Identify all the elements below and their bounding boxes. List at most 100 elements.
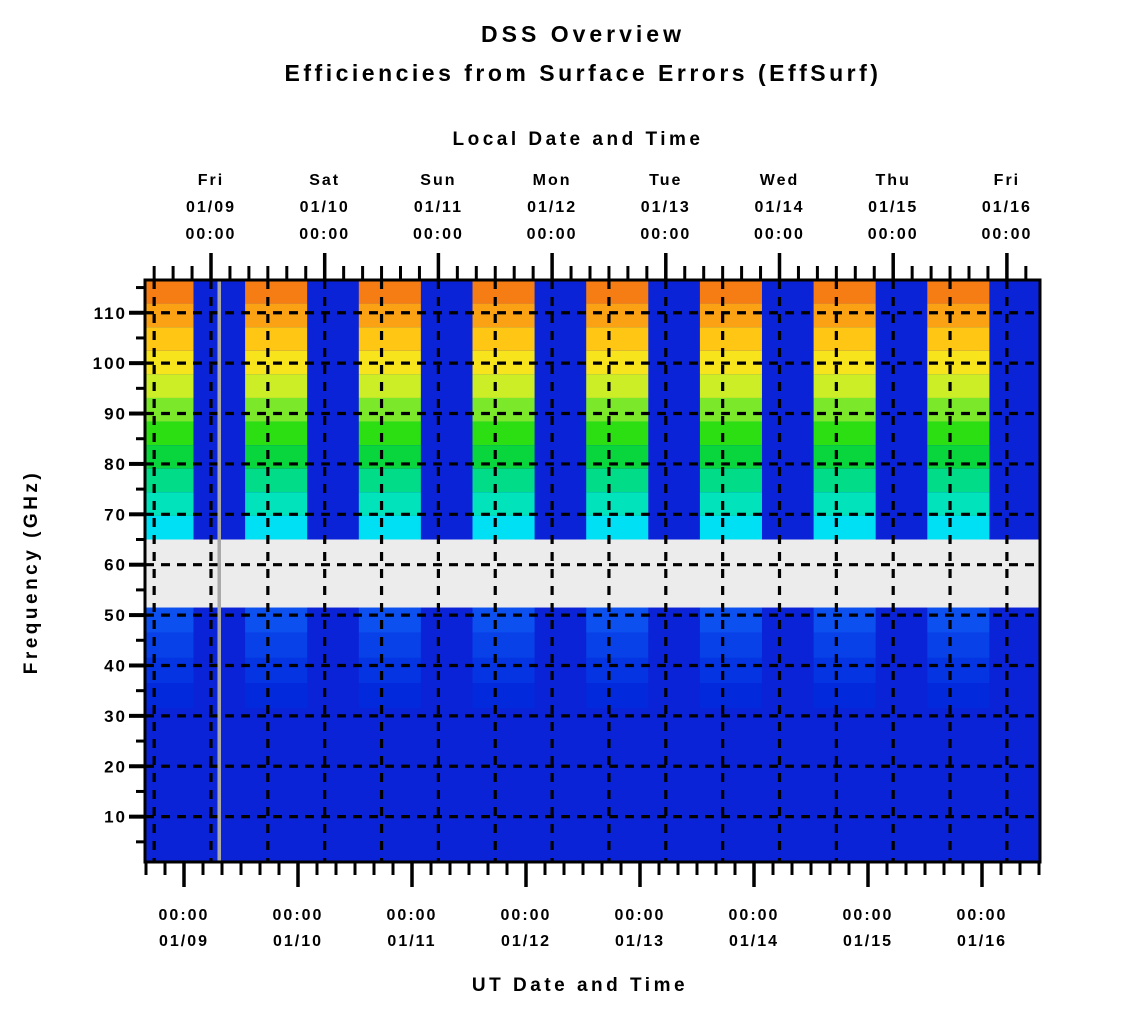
rainbow-band xyxy=(358,280,421,304)
fade-band xyxy=(586,657,649,684)
fade-band xyxy=(813,607,876,633)
rainbow-band xyxy=(245,421,308,446)
rainbow-band xyxy=(586,421,649,446)
rainbow-band xyxy=(586,374,649,398)
rainbow-band xyxy=(927,421,990,446)
top-tick-label-date: 01/11 xyxy=(414,199,463,216)
fade-band xyxy=(145,657,194,684)
rainbow-band xyxy=(245,280,308,304)
top-tick-label-date: 01/16 xyxy=(982,199,1032,216)
rainbow-band xyxy=(358,397,421,422)
bottom-tick-label-date: 01/16 xyxy=(957,933,1007,950)
fade-band xyxy=(245,607,308,633)
top-tick-label-day: Thu xyxy=(876,172,911,189)
rainbow-band xyxy=(813,421,876,446)
fade-band xyxy=(245,632,308,658)
rainbow-band xyxy=(813,327,876,351)
rainbow-band xyxy=(927,327,990,351)
bottom-tick-label-time: 00:00 xyxy=(159,907,210,924)
rainbow-band xyxy=(358,327,421,351)
top-tick-label-time: 00:00 xyxy=(640,226,691,243)
y-tick-label: 100 xyxy=(93,354,127,373)
y-tick-label: 70 xyxy=(104,505,127,524)
fade-band xyxy=(927,683,990,709)
top-tick-label-date: 01/12 xyxy=(527,199,577,216)
rainbow-band xyxy=(472,280,535,304)
now-marker xyxy=(217,281,221,861)
rainbow-band xyxy=(145,397,194,422)
rainbow-band xyxy=(472,468,535,493)
rainbow-band xyxy=(813,397,876,422)
bottom-tick-label-date: 01/10 xyxy=(273,933,323,950)
rainbow-band xyxy=(699,350,762,375)
y-tick-label: 90 xyxy=(104,405,127,424)
y-axis-title: Frequency (GHz) xyxy=(21,470,42,675)
fade-band xyxy=(927,607,990,633)
rainbow-band xyxy=(699,445,762,469)
top-tick-label-time: 00:00 xyxy=(186,226,237,243)
rainbow-band xyxy=(813,445,876,469)
rainbow-band xyxy=(145,468,194,493)
rainbow-band xyxy=(927,515,990,540)
fade-band xyxy=(813,632,876,658)
bottom-tick-label-date: 01/12 xyxy=(501,933,551,950)
chart-subtitle: Efficiencies from Surface Errors (EffSur… xyxy=(285,60,882,86)
top-tick-label-day: Sun xyxy=(420,172,456,189)
rainbow-band xyxy=(927,397,990,422)
rainbow-band xyxy=(586,515,649,540)
bottom-tick-label-time: 00:00 xyxy=(387,907,438,924)
rainbow-band xyxy=(245,327,308,351)
rainbow-band xyxy=(927,303,990,328)
top-tick-label-date: 01/10 xyxy=(300,199,350,216)
bottom-tick-label-date: 01/15 xyxy=(843,933,893,950)
top-tick-label-date: 01/14 xyxy=(754,199,804,216)
rainbow-band xyxy=(699,421,762,446)
rainbow-band xyxy=(245,374,308,398)
y-tick-label: 80 xyxy=(104,455,127,474)
fade-band xyxy=(472,683,535,709)
fade-band xyxy=(699,683,762,709)
top-tick-label-day: Sat xyxy=(309,172,340,189)
top-tick-label-day: Tue xyxy=(649,172,682,189)
fade-band xyxy=(472,632,535,658)
bottom-tick-label-date: 01/11 xyxy=(387,933,436,950)
rainbow-band xyxy=(145,303,194,328)
rainbow-band xyxy=(813,303,876,328)
rainbow-band xyxy=(358,468,421,493)
rainbow-band xyxy=(145,374,194,398)
bottom-tick-label-date: 01/14 xyxy=(729,933,779,950)
y-tick-label: 50 xyxy=(104,606,127,625)
rainbow-band xyxy=(699,397,762,422)
rainbow-band xyxy=(699,303,762,328)
rainbow-band xyxy=(472,492,535,516)
bottom-tick-label-date: 01/09 xyxy=(159,933,209,950)
fade-band xyxy=(245,657,308,684)
rainbow-band xyxy=(813,492,876,516)
y-tick-label: 30 xyxy=(104,707,127,726)
rainbow-band xyxy=(358,374,421,398)
top-tick-label-day: Fri xyxy=(994,172,1020,189)
rainbow-band xyxy=(699,515,762,540)
top-tick-label-time: 00:00 xyxy=(754,226,805,243)
bottom-tick-label-time: 00:00 xyxy=(273,907,324,924)
rainbow-band xyxy=(358,421,421,446)
bottom-tick-label-time: 00:00 xyxy=(501,907,552,924)
rainbow-band xyxy=(586,303,649,328)
rainbow-band xyxy=(813,468,876,493)
top-tick-label-date: 01/13 xyxy=(641,199,691,216)
fade-band xyxy=(813,657,876,684)
rainbow-band xyxy=(358,515,421,540)
rainbow-band xyxy=(245,303,308,328)
fade-band xyxy=(145,632,194,658)
axis-frame xyxy=(143,278,1042,864)
rainbow-band xyxy=(145,515,194,540)
fade-band xyxy=(586,683,649,709)
rainbow-band xyxy=(927,445,990,469)
rainbow-band xyxy=(358,303,421,328)
y-tick-label: 40 xyxy=(104,656,127,675)
top-tick-label-time: 00:00 xyxy=(413,226,464,243)
rainbow-band xyxy=(586,397,649,422)
rainbow-band xyxy=(699,374,762,398)
